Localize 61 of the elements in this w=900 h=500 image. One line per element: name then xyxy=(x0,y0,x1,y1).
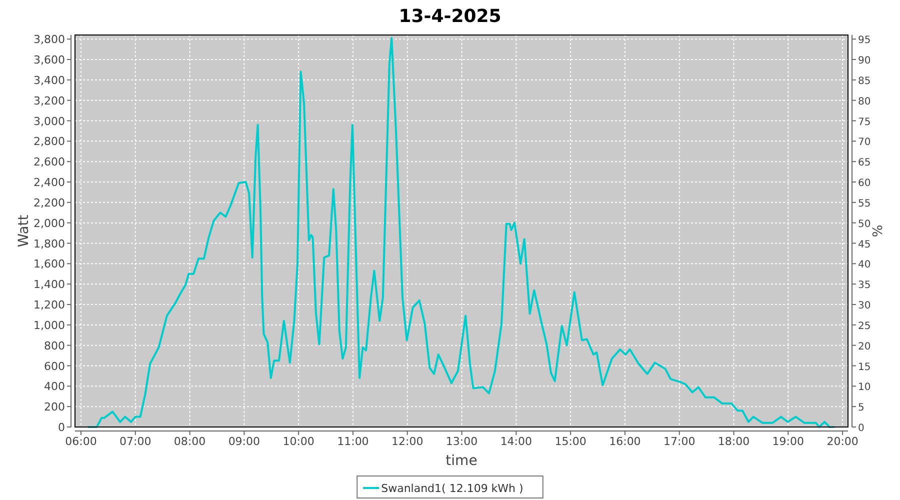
x-tick-label: 09:00 xyxy=(228,435,260,448)
line-series xyxy=(87,37,836,428)
x-tick-label: 14:00 xyxy=(500,435,532,448)
x-tick-label: 18:00 xyxy=(718,435,750,448)
y2-tick-label: 25 xyxy=(858,320,871,332)
y-tick-label: 1,600 xyxy=(34,258,65,271)
y-tick-label: 800 xyxy=(44,339,65,352)
y-tick-label: 2,600 xyxy=(34,156,65,169)
y2-tick-label: 45 xyxy=(858,239,871,250)
y-tick-label: 3,800 xyxy=(34,33,65,46)
y2-tick-label: 75 xyxy=(858,116,871,128)
y2-axis-title: % xyxy=(871,224,886,238)
y2-tick-label: 55 xyxy=(858,198,871,210)
y2-tick-label: 30 xyxy=(858,300,871,312)
y2-tick-label: 10 xyxy=(858,382,871,394)
y-tick-label: 0 xyxy=(58,421,65,434)
y-tick-label: 2,400 xyxy=(34,176,65,189)
y2-tick-label: 65 xyxy=(858,158,871,169)
y2-tick-label: 0 xyxy=(858,423,864,434)
y-axis-title: Watt xyxy=(16,214,32,248)
y-tick-label: 3,400 xyxy=(34,74,65,87)
x-tick-label: 06:00 xyxy=(65,435,97,448)
x-tick-label: 15:00 xyxy=(554,435,586,448)
y-tick-label: 3,600 xyxy=(34,54,65,66)
y-tick-label: 200 xyxy=(44,400,65,414)
x-tick-label: 17:00 xyxy=(664,435,696,448)
y2-tick-label: 90 xyxy=(858,56,871,66)
x-tick-label: 20:00 xyxy=(826,435,858,448)
y-tick-label: 1,400 xyxy=(34,278,65,292)
y-tick-label: 2,000 xyxy=(34,216,65,230)
y2-tick-label: 35 xyxy=(858,280,871,292)
y2-tick-label: 50 xyxy=(858,218,871,230)
x-tick-label: 13:00 xyxy=(446,435,478,448)
y-tick-label: 600 xyxy=(44,360,65,373)
y2-tick-label: 60 xyxy=(858,178,871,189)
y2-tick-label: 15 xyxy=(858,362,871,373)
y-tick-label: 1,000 xyxy=(34,318,65,332)
x-tick-label: 07:00 xyxy=(120,435,152,448)
x-tick-label: 11:00 xyxy=(337,435,369,448)
y-tick-label: 2,200 xyxy=(34,196,65,210)
y2-tick-label: 80 xyxy=(858,96,871,108)
y-tick-label: 2,800 xyxy=(34,135,65,148)
chart-title: 13-4-2025 xyxy=(398,6,502,27)
y2-tick-label: 70 xyxy=(858,137,871,148)
x-tick-label: 16:00 xyxy=(609,435,641,448)
y2-tick-label: 5 xyxy=(858,402,864,414)
x-tick-label: 12:00 xyxy=(392,435,424,448)
y-tick-label: 1,200 xyxy=(34,298,65,312)
y-tick-label: 3,000 xyxy=(34,114,65,128)
x-axis-title: time xyxy=(446,453,478,469)
legend-label: Swanland1( 12.109 kWh ) xyxy=(381,482,524,495)
y-tick-label: 400 xyxy=(44,380,65,394)
x-tick-label: 08:00 xyxy=(174,435,206,448)
y-tick-label: 3,200 xyxy=(34,94,65,108)
y2-tick-label: 40 xyxy=(858,260,871,271)
y-tick-label: 1,800 xyxy=(34,237,65,250)
x-tick-label: 19:00 xyxy=(772,435,804,448)
x-tick-label: 10:00 xyxy=(282,435,314,448)
y2-tick-label: 85 xyxy=(858,76,871,87)
y2-tick-label: 20 xyxy=(858,341,871,352)
y2-tick-label: 95 xyxy=(858,35,871,46)
